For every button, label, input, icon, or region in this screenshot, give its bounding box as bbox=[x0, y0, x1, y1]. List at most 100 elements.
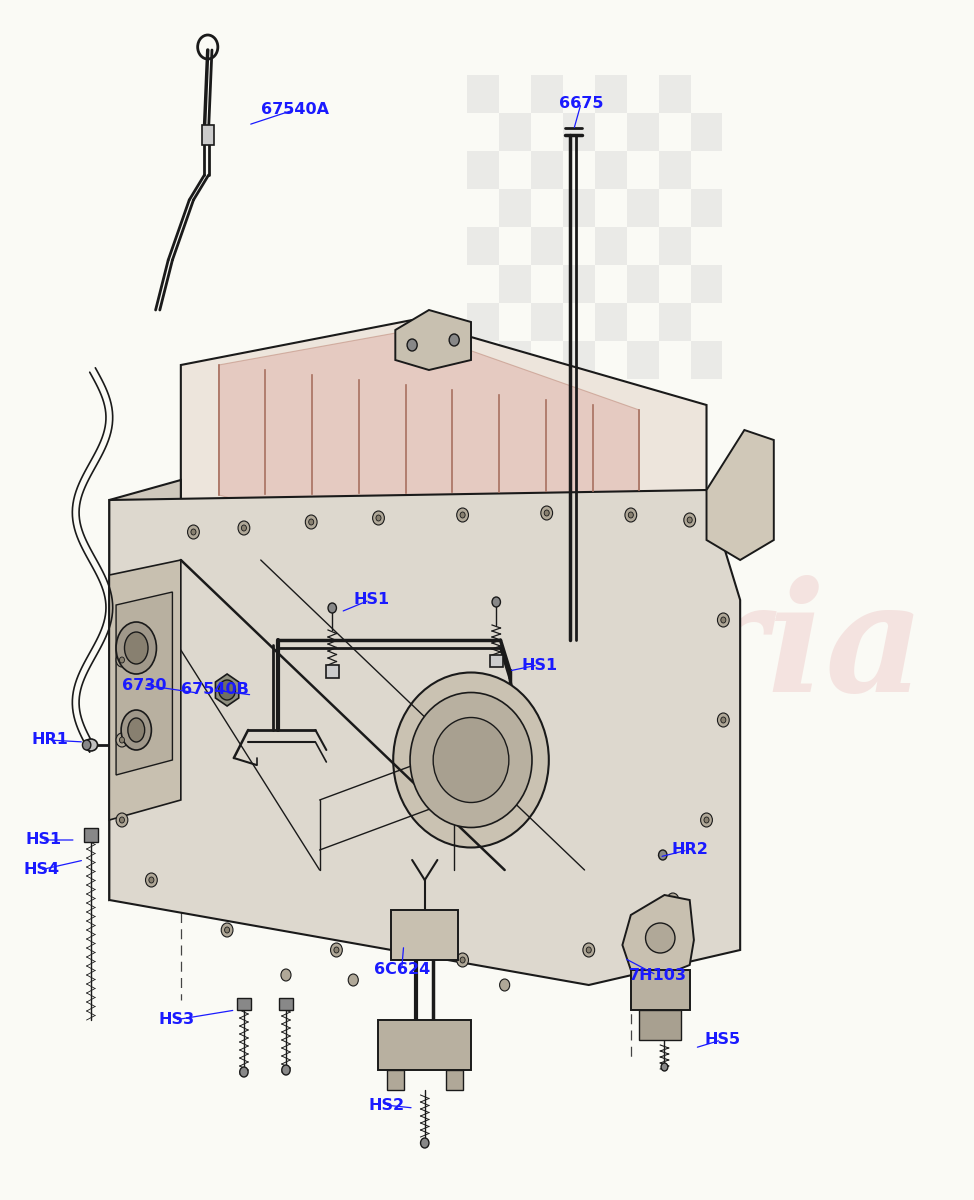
Bar bbox=[626, 265, 658, 302]
Bar bbox=[563, 113, 595, 151]
Text: HS1: HS1 bbox=[354, 593, 390, 607]
Polygon shape bbox=[109, 480, 181, 900]
Bar bbox=[499, 113, 531, 151]
Bar bbox=[563, 341, 595, 379]
Circle shape bbox=[330, 943, 342, 958]
Text: HR1: HR1 bbox=[32, 732, 69, 748]
Circle shape bbox=[582, 943, 595, 958]
Bar bbox=[531, 151, 563, 188]
Polygon shape bbox=[387, 1070, 404, 1090]
Text: scuderia: scuderia bbox=[194, 576, 925, 725]
Polygon shape bbox=[631, 970, 690, 1010]
Circle shape bbox=[120, 658, 125, 662]
Bar bbox=[531, 227, 563, 265]
Text: HS2: HS2 bbox=[368, 1098, 404, 1112]
Polygon shape bbox=[109, 560, 181, 820]
Circle shape bbox=[309, 518, 314, 526]
Circle shape bbox=[457, 953, 468, 967]
Ellipse shape bbox=[646, 923, 675, 953]
Circle shape bbox=[281, 970, 291, 982]
Circle shape bbox=[449, 334, 459, 346]
Polygon shape bbox=[446, 1070, 463, 1090]
Circle shape bbox=[460, 958, 466, 962]
Bar bbox=[658, 74, 691, 113]
Text: HS4: HS4 bbox=[23, 863, 59, 877]
Polygon shape bbox=[109, 490, 740, 985]
Bar bbox=[499, 341, 531, 379]
Circle shape bbox=[721, 617, 726, 623]
Text: HS1: HS1 bbox=[521, 658, 557, 672]
Bar bbox=[626, 113, 658, 151]
Bar bbox=[626, 341, 658, 379]
Bar bbox=[658, 302, 691, 341]
Circle shape bbox=[191, 529, 196, 535]
Text: 6675: 6675 bbox=[559, 96, 604, 110]
Circle shape bbox=[116, 653, 128, 667]
Circle shape bbox=[116, 814, 128, 827]
Bar bbox=[595, 151, 626, 188]
Circle shape bbox=[541, 506, 552, 520]
Circle shape bbox=[281, 1066, 290, 1075]
Polygon shape bbox=[181, 320, 706, 560]
Polygon shape bbox=[215, 674, 239, 706]
Bar bbox=[499, 265, 531, 302]
Circle shape bbox=[667, 893, 679, 907]
Bar bbox=[595, 302, 626, 341]
Bar bbox=[467, 302, 499, 341]
Polygon shape bbox=[639, 1010, 681, 1040]
Bar bbox=[626, 188, 658, 227]
Bar bbox=[658, 151, 691, 188]
Bar bbox=[563, 265, 595, 302]
Circle shape bbox=[373, 511, 385, 526]
Circle shape bbox=[700, 814, 712, 827]
Text: HS5: HS5 bbox=[705, 1032, 741, 1048]
Ellipse shape bbox=[84, 739, 97, 751]
Circle shape bbox=[492, 596, 501, 607]
Bar bbox=[531, 74, 563, 113]
Text: 6730: 6730 bbox=[122, 678, 167, 692]
Text: 67540A: 67540A bbox=[261, 102, 329, 118]
Circle shape bbox=[221, 923, 233, 937]
Circle shape bbox=[407, 338, 417, 350]
Circle shape bbox=[421, 1138, 429, 1148]
Polygon shape bbox=[116, 592, 172, 775]
Circle shape bbox=[688, 517, 693, 523]
Circle shape bbox=[145, 874, 157, 887]
Circle shape bbox=[328, 602, 336, 613]
Text: 7H103: 7H103 bbox=[629, 967, 687, 983]
Bar bbox=[467, 74, 499, 113]
Circle shape bbox=[718, 613, 730, 626]
Circle shape bbox=[586, 947, 591, 953]
Text: HR2: HR2 bbox=[671, 842, 708, 858]
Circle shape bbox=[219, 680, 236, 700]
Polygon shape bbox=[490, 655, 503, 667]
Polygon shape bbox=[706, 430, 773, 560]
Bar bbox=[691, 188, 723, 227]
Polygon shape bbox=[202, 125, 214, 145]
Polygon shape bbox=[392, 910, 459, 960]
Circle shape bbox=[376, 515, 381, 521]
Circle shape bbox=[240, 1067, 248, 1078]
Circle shape bbox=[188, 526, 200, 539]
Text: HS3: HS3 bbox=[158, 1013, 194, 1027]
Circle shape bbox=[83, 740, 91, 750]
Circle shape bbox=[704, 817, 709, 823]
Circle shape bbox=[242, 526, 246, 530]
Bar bbox=[595, 74, 626, 113]
Polygon shape bbox=[280, 998, 293, 1010]
Circle shape bbox=[625, 508, 637, 522]
Circle shape bbox=[334, 947, 339, 953]
Polygon shape bbox=[219, 330, 639, 545]
Ellipse shape bbox=[410, 692, 532, 828]
Ellipse shape bbox=[125, 632, 148, 664]
Bar bbox=[499, 188, 531, 227]
Bar bbox=[658, 227, 691, 265]
Circle shape bbox=[460, 512, 466, 518]
Ellipse shape bbox=[433, 718, 508, 803]
Circle shape bbox=[349, 974, 358, 986]
Circle shape bbox=[305, 515, 318, 529]
Circle shape bbox=[149, 877, 154, 883]
Circle shape bbox=[544, 510, 549, 516]
Text: 6C624: 6C624 bbox=[374, 962, 431, 978]
Circle shape bbox=[500, 979, 509, 991]
